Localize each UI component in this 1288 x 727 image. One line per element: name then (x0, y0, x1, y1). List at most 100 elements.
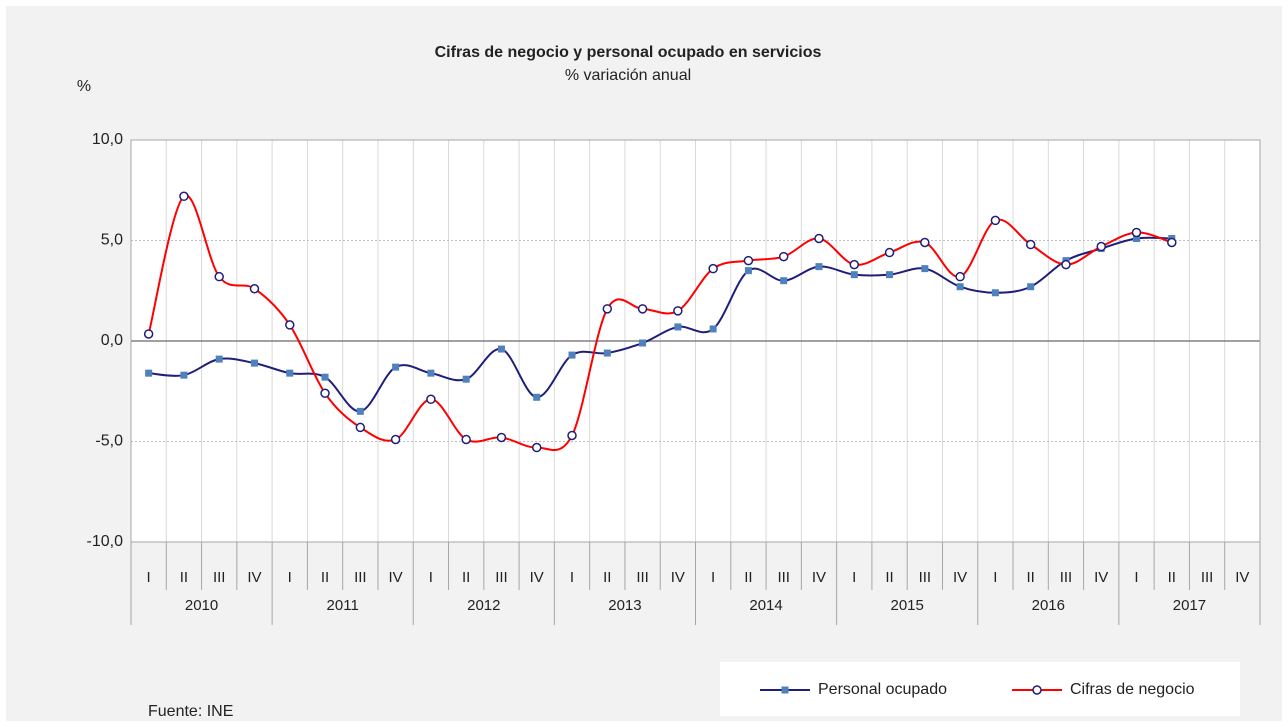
marker (1027, 283, 1035, 291)
marker (533, 393, 541, 401)
legend-label: Personal ocupado (818, 681, 947, 698)
marker (249, 283, 260, 294)
marker (674, 323, 682, 331)
marker (286, 369, 294, 377)
x-group-label: 2014 (749, 597, 782, 614)
marker (708, 263, 718, 274)
marker (778, 251, 789, 262)
legend-marker (1032, 685, 1042, 695)
x-tick-label: II (321, 569, 329, 586)
x-tick-label: IV (530, 569, 544, 586)
x-tick-label: II (180, 569, 188, 586)
x-tick-label: II (1027, 569, 1035, 586)
x-tick-label: IV (1235, 569, 1249, 586)
marker (850, 271, 858, 279)
marker (426, 394, 436, 405)
x-tick-label: II (462, 569, 470, 586)
marker (355, 422, 366, 433)
marker (1133, 234, 1141, 242)
x-tick-label: III (777, 569, 790, 586)
marker (497, 345, 505, 353)
marker (214, 271, 224, 282)
legend-marker (781, 686, 789, 694)
marker (921, 265, 929, 273)
marker (321, 373, 329, 381)
y-tick-label: -5,0 (95, 433, 123, 450)
x-tick-label: III (919, 569, 932, 586)
marker (180, 371, 188, 379)
marker (884, 247, 895, 258)
marker (709, 325, 717, 333)
marker (673, 306, 683, 316)
x-tick-label: I (1134, 569, 1138, 586)
marker (461, 434, 471, 445)
marker (568, 351, 576, 359)
legend-label: Cifras de negocio (1070, 681, 1195, 698)
x-group-label: 2015 (891, 597, 924, 614)
marker (602, 304, 613, 314)
marker (991, 289, 999, 297)
x-group-label: 2010 (185, 597, 218, 614)
x-tick-label: I (288, 569, 292, 586)
x-tick-label: II (744, 569, 752, 586)
marker (462, 375, 470, 383)
marker (603, 349, 611, 357)
y-tick-label: 10,0 (92, 131, 123, 148)
marker (639, 339, 647, 347)
y-tick-label: 5,0 (101, 232, 123, 249)
x-tick-label: I (429, 569, 433, 586)
marker (250, 359, 258, 367)
x-group-label: 2013 (608, 597, 641, 614)
marker (637, 304, 648, 314)
x-tick-label: IV (247, 569, 261, 586)
marker (356, 407, 364, 415)
x-group-label: 2017 (1173, 597, 1206, 614)
marker (215, 355, 223, 363)
x-tick-label: II (603, 569, 611, 586)
marker (920, 237, 930, 248)
marker (990, 215, 1001, 226)
x-tick-label: I (852, 569, 856, 586)
chart-subtitle: % variación anual (565, 67, 691, 84)
marker (392, 363, 400, 371)
x-tick-label: III (495, 569, 508, 586)
marker (1167, 237, 1177, 248)
marker (143, 329, 154, 339)
x-tick-label: I (993, 569, 997, 586)
y-tick-label: 0,0 (101, 332, 123, 349)
marker (285, 320, 295, 330)
x-tick-label: IV (812, 569, 826, 586)
x-group-label: 2011 (327, 597, 359, 614)
x-tick-label: III (213, 569, 226, 586)
marker (743, 255, 754, 266)
x-tick-label: IV (671, 569, 685, 586)
y-axis-label: % (77, 78, 91, 95)
x-tick-label: II (885, 569, 893, 586)
marker (744, 267, 752, 275)
marker (567, 430, 577, 441)
x-tick-label: III (1201, 569, 1214, 586)
x-group-label: 2016 (1032, 597, 1065, 614)
x-tick-label: I (711, 569, 715, 586)
marker (496, 432, 507, 443)
marker (1025, 239, 1036, 250)
x-tick-label: III (636, 569, 649, 586)
marker (1131, 227, 1142, 238)
marker (145, 369, 153, 377)
marker (1096, 241, 1106, 252)
marker (886, 271, 894, 279)
x-tick-label: IV (1094, 569, 1108, 586)
marker (531, 442, 542, 453)
x-tick-label: I (147, 569, 151, 586)
x-tick-label: IV (389, 569, 403, 586)
x-group-label: 2012 (467, 597, 500, 614)
marker (814, 233, 824, 244)
marker (320, 388, 330, 399)
marker (780, 277, 788, 285)
x-tick-label: II (1168, 569, 1176, 586)
x-tick-label: III (1060, 569, 1073, 586)
marker (427, 369, 435, 377)
marker (390, 434, 401, 445)
